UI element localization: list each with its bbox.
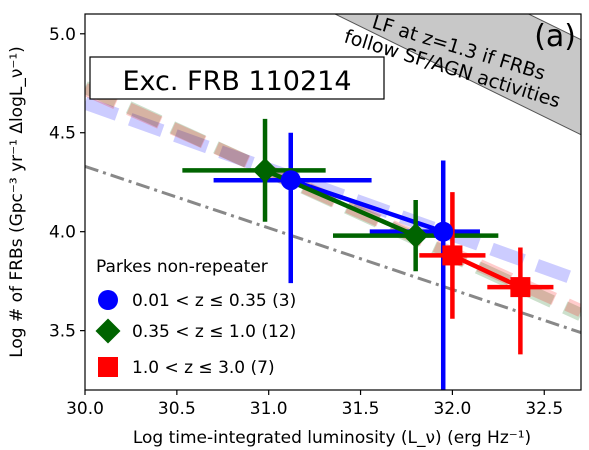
circle-data-point-0 bbox=[280, 170, 301, 191]
diamond-data-point-0 bbox=[252, 157, 278, 183]
subtitle: Exc. FRB 110214 bbox=[122, 66, 351, 97]
x-tick-label: 30.0 bbox=[66, 399, 104, 419]
x-tick-label: 31.5 bbox=[342, 399, 380, 419]
sf-agn-band bbox=[333, 14, 581, 136]
square-data-point-1 bbox=[510, 277, 531, 298]
x-tick-label: 32.5 bbox=[525, 399, 563, 419]
plot-frame bbox=[84, 13, 582, 391]
circle-data-point-1 bbox=[433, 221, 454, 242]
x-axis-ticks: 30.0 30.5 31.0 31.5 32.0 32.5 bbox=[66, 390, 563, 419]
legend: Parkes non-repeater 0.01 < z ≤ 0.35 (3) 0… bbox=[95, 257, 296, 378]
circle-connector bbox=[290, 178, 444, 234]
x-tick-label: 31.0 bbox=[250, 399, 288, 419]
legend-marker-diamond bbox=[95, 318, 121, 344]
square-connector bbox=[451, 253, 522, 290]
data-points-layer bbox=[182, 118, 554, 390]
y-tick-label: 4.0 bbox=[49, 223, 76, 243]
legend-title: Parkes non-repeater bbox=[96, 257, 268, 277]
y-axis-ticks: 3.5 4.0 4.5 5.0 bbox=[49, 25, 85, 342]
legend-label-square: 1.0 < z ≤ 3.0 (7) bbox=[132, 358, 275, 378]
legend-marker-square bbox=[98, 357, 118, 377]
y-tick-label: 5.0 bbox=[49, 25, 76, 45]
subtitle-box bbox=[89, 56, 385, 100]
x-tick-label: 30.5 bbox=[158, 399, 196, 419]
reference-line bbox=[85, 164, 581, 335]
square-data-point-0 bbox=[442, 245, 463, 266]
y-tick-label: 4.5 bbox=[49, 124, 76, 144]
legend-marker-circle bbox=[98, 290, 118, 310]
legend-label-diamond: 0.35 < z ≤ 1.0 (12) bbox=[132, 322, 296, 342]
x-tick-label: 32.0 bbox=[433, 399, 471, 419]
x-axis-label: Log time-integrated luminosity (L_ν) (er… bbox=[133, 428, 531, 448]
diamond-data-point-1 bbox=[403, 223, 429, 249]
y-axis-label: Log # of FRBs (Gpc⁻³ yr⁻¹ ΔlogL_ν⁻¹) bbox=[7, 46, 27, 358]
fit-line-circle bbox=[85, 96, 581, 288]
legend-label-circle: 0.01 < z ≤ 0.35 (3) bbox=[132, 291, 296, 311]
panel-label: (a) bbox=[534, 19, 576, 54]
sf-agn-band-layer bbox=[333, 14, 581, 136]
y-tick-label: 3.5 bbox=[49, 322, 76, 342]
